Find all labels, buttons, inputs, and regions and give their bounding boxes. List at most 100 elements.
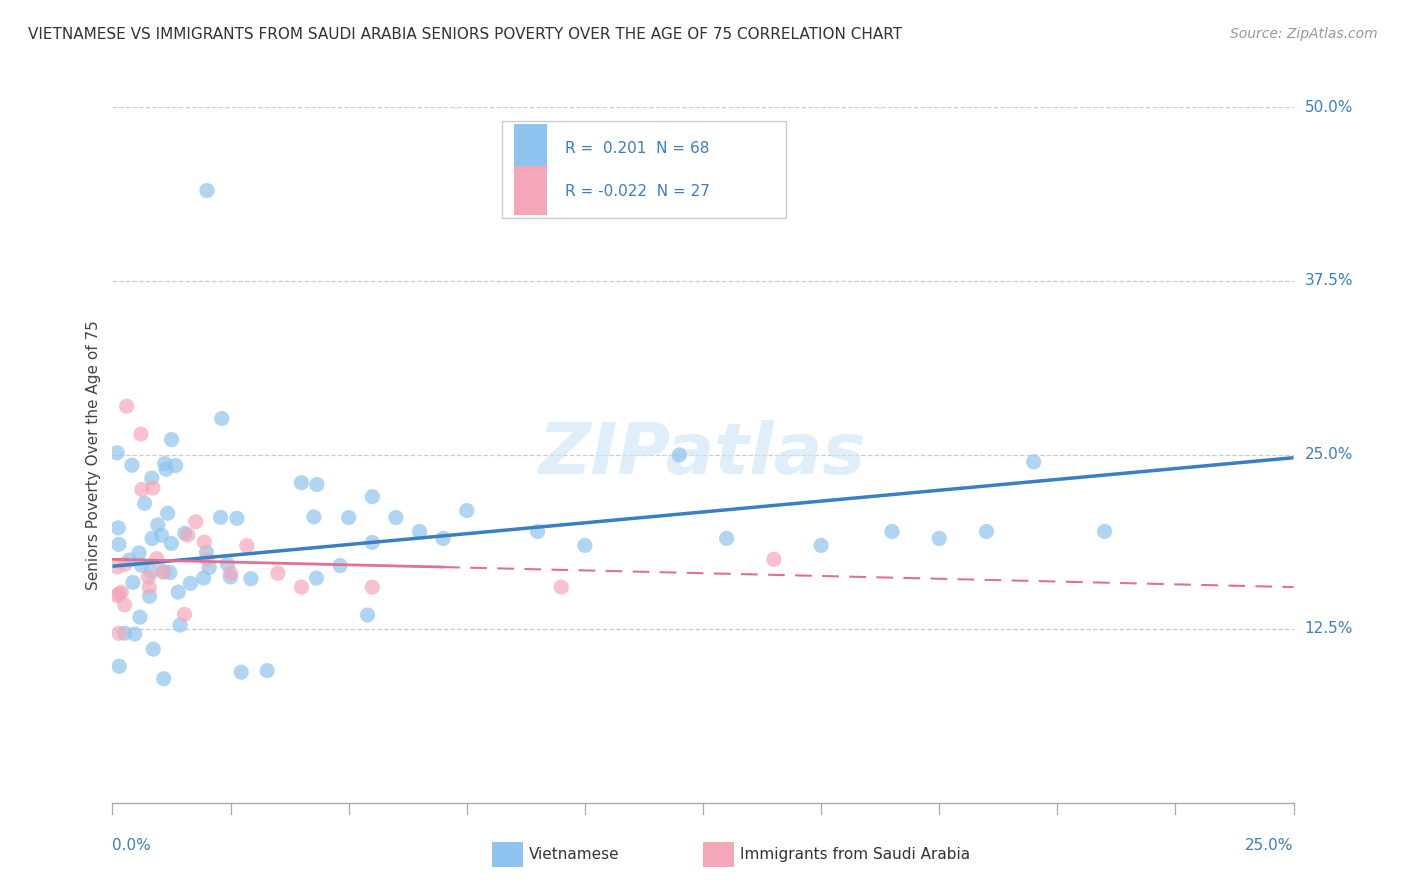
Point	[156, 506, 179, 520]
Point	[177, 528, 200, 542]
Point	[211, 411, 233, 425]
Point	[107, 521, 129, 535]
Point	[880, 524, 903, 539]
Point	[195, 184, 218, 198]
Point	[976, 524, 998, 539]
Point	[267, 566, 290, 581]
Point	[124, 627, 146, 641]
Point	[432, 532, 454, 546]
Point	[290, 580, 312, 594]
Point	[128, 546, 150, 560]
Point	[408, 524, 430, 539]
Point	[526, 524, 548, 539]
Point	[217, 557, 239, 571]
Point	[361, 580, 384, 594]
Point	[141, 565, 163, 579]
Point	[105, 559, 128, 574]
FancyBboxPatch shape	[502, 121, 786, 219]
Text: VIETNAMESE VS IMMIGRANTS FROM SAUDI ARABIA SENIORS POVERTY OVER THE AGE OF 75 CO: VIETNAMESE VS IMMIGRANTS FROM SAUDI ARAB…	[28, 27, 903, 42]
Point	[115, 399, 138, 413]
Point	[329, 558, 352, 573]
Point	[716, 532, 738, 546]
Point	[108, 659, 131, 673]
Point	[810, 538, 832, 552]
Point	[305, 571, 328, 585]
Point	[173, 607, 195, 622]
Point	[138, 570, 160, 584]
Point	[150, 528, 173, 542]
Point	[290, 475, 312, 490]
Point	[121, 458, 143, 472]
Point	[155, 462, 177, 476]
Point	[169, 618, 191, 632]
Point	[195, 545, 218, 559]
Point	[231, 665, 253, 680]
Text: Immigrants from Saudi Arabia: Immigrants from Saudi Arabia	[740, 847, 970, 862]
Point	[152, 672, 174, 686]
Text: R = -0.022  N = 27: R = -0.022 N = 27	[565, 185, 710, 200]
Point	[110, 585, 132, 599]
Point	[152, 565, 174, 579]
Point	[167, 585, 190, 599]
Point	[160, 536, 183, 550]
Point	[114, 558, 136, 572]
Point	[105, 589, 128, 603]
Point	[108, 537, 131, 551]
Point	[131, 483, 153, 497]
Text: 12.5%: 12.5%	[1305, 622, 1353, 636]
Point	[305, 477, 328, 491]
Point	[138, 580, 160, 594]
Point	[152, 565, 174, 579]
Point	[160, 433, 183, 447]
Point	[184, 515, 207, 529]
Text: 50.0%: 50.0%	[1305, 100, 1353, 114]
Point	[173, 526, 195, 541]
Point	[180, 576, 202, 591]
FancyBboxPatch shape	[515, 166, 547, 215]
Point	[141, 532, 163, 546]
Point	[114, 598, 136, 612]
Point	[762, 552, 785, 566]
Point	[134, 496, 156, 510]
Point	[385, 510, 408, 524]
Point	[146, 517, 169, 532]
FancyBboxPatch shape	[515, 124, 547, 173]
Point	[153, 457, 176, 471]
Point	[141, 471, 163, 485]
Point	[1022, 455, 1045, 469]
Point	[142, 642, 165, 657]
Point	[142, 481, 165, 495]
Point	[361, 535, 384, 549]
Point	[928, 532, 950, 546]
Text: 0.0%: 0.0%	[112, 838, 152, 853]
Text: Vietnamese: Vietnamese	[529, 847, 619, 862]
Y-axis label: Seniors Poverty Over the Age of 75: Seniors Poverty Over the Age of 75	[86, 320, 101, 590]
Point	[105, 446, 128, 460]
Point	[219, 570, 242, 584]
Point	[337, 510, 360, 524]
Point	[219, 566, 242, 581]
Text: 37.5%: 37.5%	[1305, 274, 1353, 288]
Point	[193, 535, 215, 549]
Point	[165, 458, 187, 473]
Point	[668, 448, 690, 462]
Point	[209, 510, 232, 524]
Point	[550, 580, 572, 594]
Point	[195, 552, 218, 566]
Point	[1094, 524, 1116, 539]
Point	[236, 539, 259, 553]
Point	[145, 551, 167, 566]
Point	[239, 572, 262, 586]
Text: Source: ZipAtlas.com: Source: ZipAtlas.com	[1230, 27, 1378, 41]
Point	[193, 571, 215, 585]
Text: 25.0%: 25.0%	[1246, 838, 1294, 853]
Point	[226, 511, 249, 525]
Point	[114, 626, 136, 640]
Point	[456, 503, 478, 517]
Point	[302, 510, 325, 524]
Point	[131, 558, 153, 573]
Text: 25.0%: 25.0%	[1305, 448, 1353, 462]
Point	[256, 664, 278, 678]
Point	[138, 589, 160, 603]
Point	[361, 490, 384, 504]
